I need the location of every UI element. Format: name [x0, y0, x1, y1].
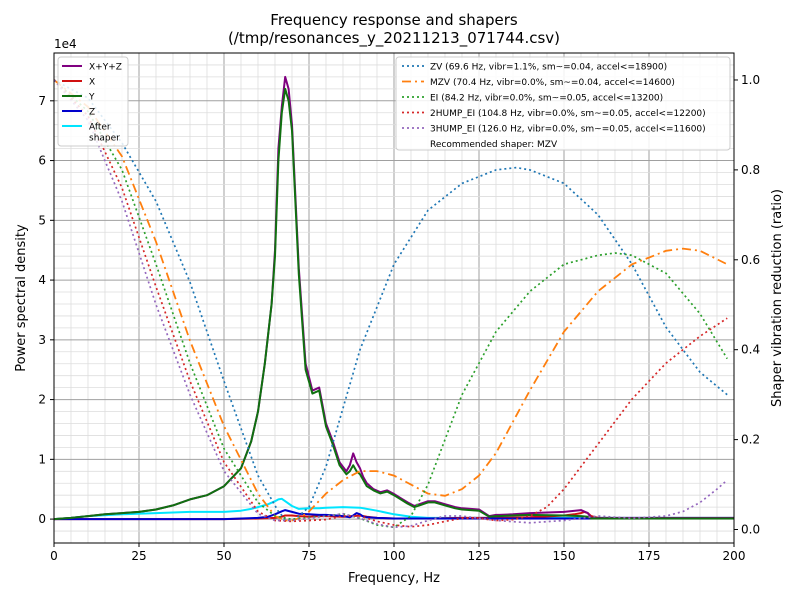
x-tick-label: 0 — [50, 549, 58, 563]
x-axis-ticks: 0 25 50 75 100 125 150 175 200 — [50, 543, 745, 563]
legend-psd-label: shaper — [89, 134, 120, 144]
y-axis-right-label: Shaper vibration reduction (ratio) — [770, 189, 785, 407]
y-right-tick-label: 0.0 — [741, 523, 760, 537]
legend-psd-box — [57, 56, 129, 147]
y-right-tick-label: 0.6 — [741, 253, 760, 267]
shaper-line-1 — [54, 79, 728, 522]
y-right-tick-label: 0.4 — [741, 343, 760, 357]
shaper-line-2 — [54, 79, 728, 529]
y-tick-label: 4 — [38, 273, 46, 287]
x-tick-label: 150 — [553, 549, 576, 563]
psd-line-3 — [54, 509, 734, 521]
y-tick-label: 7 — [38, 94, 46, 108]
legend-psd-label: After — [89, 123, 111, 133]
legend-shaper-label: 2HUMP_EI (104.8 Hz, vibr=0.0%, sm~=0.05,… — [430, 109, 706, 119]
y-tick-label: 6 — [38, 154, 46, 168]
legend-shapers: ZV (69.6 Hz, vibr=1.1%, sm~=0.04, accel<… — [395, 56, 731, 151]
y-exponent-label: 1e4 — [54, 37, 77, 51]
y-right-tick-label: 1.0 — [741, 73, 760, 87]
x-tick-label: 25 — [131, 549, 146, 563]
y-right-tick-label: 0.8 — [741, 163, 760, 177]
legend-psd-label: Y — [88, 93, 95, 103]
psd-line-2 — [54, 87, 734, 521]
legend-psd-label: X — [89, 78, 95, 88]
recommended-shaper-text: Recommended shaper: MZV — [430, 140, 558, 150]
chart-title: Frequency response and shapers — [270, 11, 518, 29]
y-axis-ticks: 0 1 2 3 4 5 6 7 — [38, 94, 54, 526]
psd-lines — [54, 75, 734, 521]
legend-shaper-label: 3HUMP_EI (126.0 Hz, vibr=0.0%, sm~=0.05,… — [430, 125, 706, 135]
x-tick-label: 50 — [216, 549, 231, 563]
legend-shaper-label: MZV (70.4 Hz, vibr=0.0%, sm~=0.04, accel… — [430, 78, 675, 88]
shaper-line-0 — [54, 79, 728, 522]
x-tick-label: 75 — [301, 549, 316, 563]
y-tick-label: 0 — [38, 512, 46, 526]
y-right-tick-label: 0.2 — [741, 433, 760, 447]
x-tick-label: 200 — [723, 549, 746, 563]
legend-shaper-label: ZV (69.6 Hz, vibr=1.1%, sm~=0.04, accel<… — [430, 63, 667, 73]
grid — [53, 52, 735, 543]
legend-psd-label: Z — [89, 108, 95, 118]
y-tick-label: 1 — [38, 452, 46, 466]
legend-psd-label: X+Y+Z — [89, 63, 122, 73]
y-tick-label: 2 — [38, 393, 46, 407]
legend-shapers-box — [395, 56, 731, 151]
chart-subtitle: (/tmp/resonances_y_20211213_071744.csv) — [228, 29, 560, 48]
y-tick-label: 5 — [38, 213, 46, 227]
y-axis-right-ticks: 0.0 0.2 0.4 0.6 0.8 1.0 — [734, 73, 760, 537]
x-tick-label: 125 — [468, 549, 491, 563]
shaper-line-4 — [54, 79, 728, 529]
legend-shaper-label: EI (84.2 Hz, vibr=0.0%, sm~=0.05, accel<… — [430, 94, 663, 104]
shaper-lines — [54, 79, 728, 529]
x-tick-label: 100 — [383, 549, 406, 563]
x-tick-label: 175 — [638, 549, 661, 563]
y-tick-label: 3 — [38, 333, 46, 347]
y-axis-label: Power spectral density — [14, 224, 29, 372]
x-axis-label: Frequency, Hz — [348, 571, 440, 586]
